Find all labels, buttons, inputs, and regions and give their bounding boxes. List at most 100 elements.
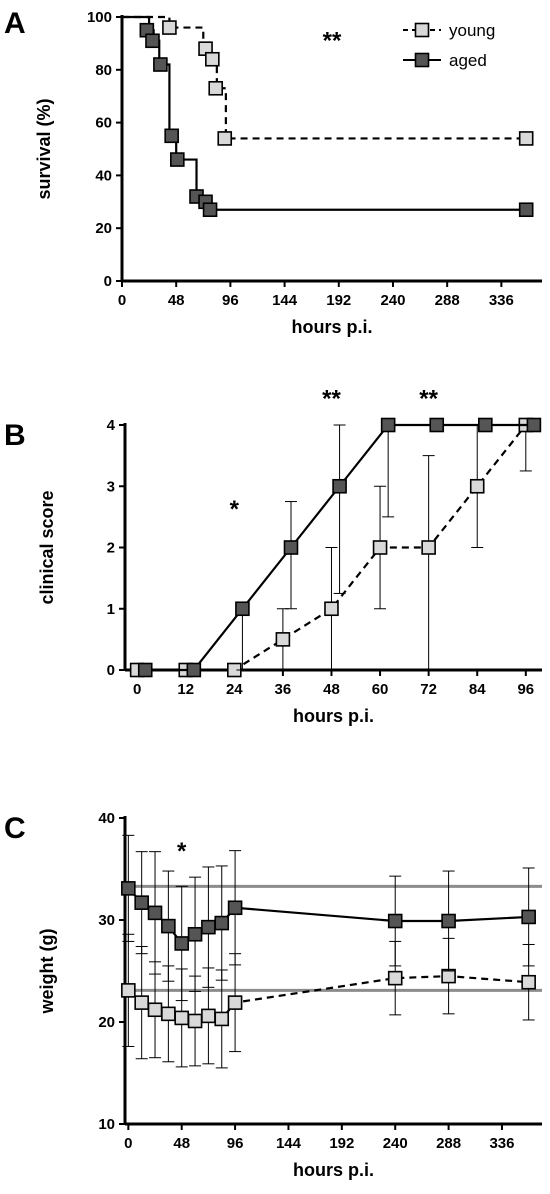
significance-marker: ** [323,28,342,55]
data-point-aged [387,913,403,929]
x-tick-label: 48 [323,681,340,698]
x-tick-label: 48 [173,1135,190,1152]
y-tick-label: 0 [104,273,112,290]
data-point-young [227,995,243,1010]
data-point-aged [164,128,179,144]
data-point-aged [518,202,534,218]
data-point-young [387,970,403,986]
x-tick-label: 192 [326,292,351,309]
data-point-young [205,51,220,67]
y-tick-label: 2 [107,540,115,557]
x-tick-label: 72 [420,681,437,698]
data-point-young [518,131,534,146]
x-tick-label: 36 [275,681,292,698]
data-point-aged [145,33,160,49]
x-tick-label: 192 [329,1135,354,1152]
data-point-young [441,968,456,984]
legend-marker-aged [414,52,430,68]
y-tick-label: 20 [98,1014,115,1031]
data-point-young [161,1006,176,1022]
y-tick-label: 100 [87,9,112,26]
x-tick-label: 240 [380,292,405,309]
data-point-young [521,974,536,990]
y-tick-label: 4 [107,417,116,434]
data-point-young [324,601,339,617]
x-tick-label: 336 [489,292,514,309]
data-point-young [217,131,233,146]
x-tick-label: 0 [133,681,141,698]
x-tick-label: 24 [226,681,243,698]
data-point-aged [478,417,493,433]
data-point-aged [429,417,445,433]
significance-marker: ** [419,386,438,413]
y-tick-label: 10 [98,1116,115,1133]
x-tick-label: 240 [383,1135,408,1152]
data-point-young [121,983,136,998]
data-point-young [147,1002,163,1018]
data-point-aged [441,913,456,929]
x-tick-label: 288 [436,1135,461,1152]
data-point-young [201,1008,216,1024]
data-point-aged [526,417,542,433]
y-tick-label: 0 [107,662,115,679]
y-tick-label: 20 [95,220,112,237]
x-tick-label: 48 [168,292,185,309]
data-point-aged [283,540,299,555]
y-axis-label: weight (g) [37,929,57,1015]
significance-marker: ** [322,386,341,413]
data-point-aged [186,662,202,678]
data-point-young [187,1013,203,1029]
data-point-young [208,80,224,96]
y-tick-label: 60 [95,115,112,132]
y-tick-label: 40 [95,167,112,184]
legend-label-aged: aged [449,51,487,70]
x-tick-label: 96 [222,292,239,309]
data-point-young [214,1011,230,1027]
data-point-young [174,1010,190,1026]
panel-letter-c: C [4,812,26,845]
data-point-aged [214,915,230,931]
x-tick-label: 0 [118,292,126,309]
x-tick-label: 288 [435,292,460,309]
data-point-aged [521,909,536,925]
x-tick-label: 144 [272,292,298,309]
y-tick-label: 40 [98,810,115,827]
survival-chart: 0 20 40 60 80 100 0 48 96 144 192 240 288 336 hours p.… [34,9,542,337]
data-point-aged [187,926,203,942]
data-point-aged [121,881,136,896]
x-axis-label: hours p.i. [292,317,373,337]
x-tick-label: 0 [124,1135,132,1152]
data-point-young [275,632,291,647]
data-point-aged [134,895,149,910]
data-point-aged [174,936,190,951]
panel-letter-b: B [4,419,26,452]
data-point-aged [201,919,216,935]
y-tick-label: 3 [107,478,115,495]
data-point-aged [147,905,163,921]
x-tick-label: 60 [372,681,389,698]
data-point-aged [380,417,396,433]
data-point-aged [161,918,176,934]
y-tick-label: 1 [107,601,115,618]
data-point-young [421,540,436,555]
y-axis-label: clinical score [37,490,57,604]
x-axis-label: hours p.i. [293,1160,374,1180]
data-point-young [134,995,149,1010]
data-point-aged [227,900,243,916]
significance-marker: * [177,838,187,865]
data-point-aged [153,57,168,72]
legend-marker-young [414,22,430,38]
data-point-aged [332,478,347,494]
data-point-aged [202,202,218,218]
y-tick-label: 30 [98,912,115,929]
significance-marker: * [230,496,240,523]
data-point-young [469,478,485,494]
series-line-young [137,424,527,672]
data-point-aged [137,662,153,678]
y-tick-label: 80 [95,62,112,79]
x-tick-label: 96 [227,1135,244,1152]
data-point-aged [170,152,185,167]
data-point-young [372,540,388,555]
legend-label-young: young [449,21,495,40]
